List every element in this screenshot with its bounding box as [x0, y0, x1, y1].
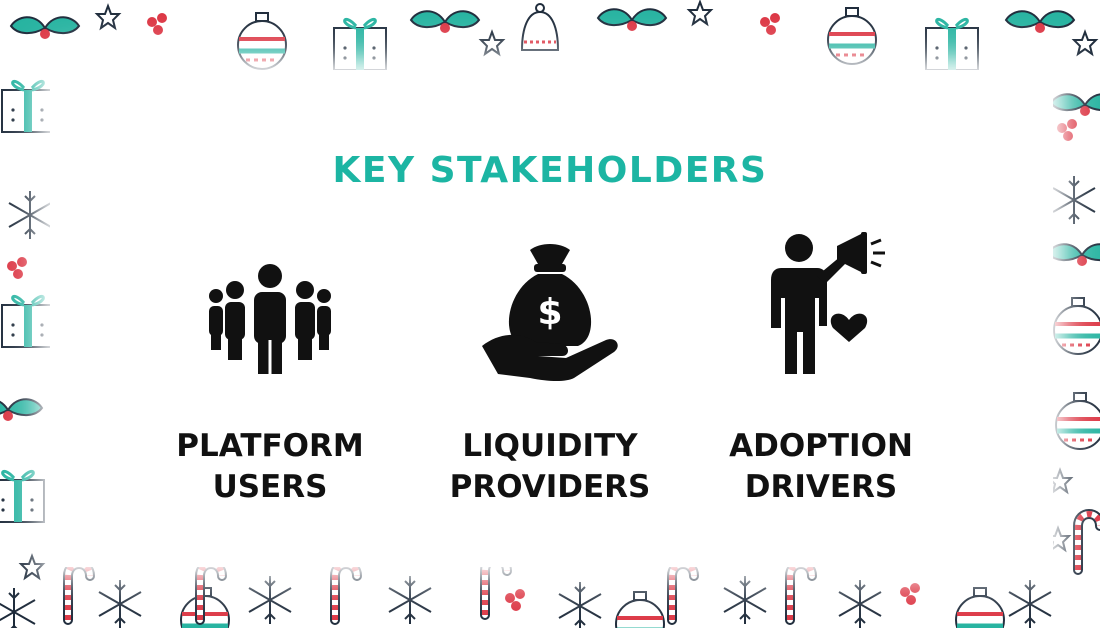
money-bag-hand-icon: $ — [482, 244, 618, 381]
person-megaphone-heart-icon — [771, 232, 885, 374]
stakeholder-label: ADOPTION DRIVERS — [729, 428, 913, 505]
svg-text:$: $ — [537, 292, 562, 333]
stakeholder-adoption-drivers: ADOPTION DRIVERS — [671, 228, 971, 508]
stakeholder-label: LIQUIDITY PROVIDERS — [449, 428, 651, 505]
stakeholder-platform-users: PLATFORM USERS — [120, 228, 420, 508]
slide-title: KEY STAKEHOLDERS — [332, 150, 768, 191]
stakeholder-liquidity-providers: $ LIQUIDITY PROVIDERS — [400, 228, 700, 508]
stakeholder-label: PLATFORM USERS — [176, 428, 364, 505]
group-of-people-icon — [209, 264, 331, 374]
